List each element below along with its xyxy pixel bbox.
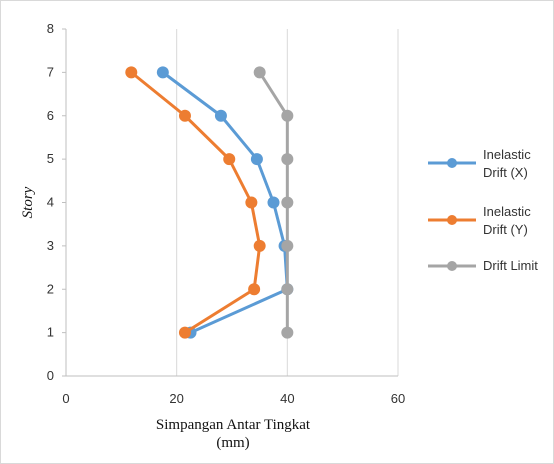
legend-label: Inelastic [483,147,531,162]
data-point [178,326,191,339]
data-point [281,153,294,166]
data-point [253,239,266,252]
data-point [214,109,227,122]
x-axis-title: Simpangan Antar Tingkat [156,417,311,433]
y-tick-label: 5 [47,151,54,166]
x-tick-label: 20 [169,391,183,406]
legend-item: Drift Limit [428,258,538,273]
y-tick-label: 2 [47,281,54,296]
y-tick-label: 7 [47,64,54,79]
y-tick-label: 0 [47,368,54,383]
data-point [281,239,294,252]
series-layer [125,66,294,339]
x-axis-title: (mm) [216,435,249,451]
data-point [281,196,294,209]
legend-swatch-marker [447,158,457,168]
data-point [248,283,261,296]
data-point [281,326,294,339]
labels: 0 1 2 3 4 5 6 7 8 0 20 40 60 Simpangan Antar Tingkat (… [20,21,405,451]
legend-swatch-marker [447,261,457,271]
y-tick-label: 3 [47,238,54,253]
y-tick-label: 6 [47,108,54,123]
legend: Inelastic Drift (X) Inelastic Drift (Y) Drif… [428,147,538,273]
data-point [223,153,236,166]
data-point [178,109,191,122]
y-tick-label: 4 [47,195,54,210]
x-tick-label: 60 [391,391,405,406]
data-point [267,196,280,209]
series-3 [253,66,294,339]
x-tick-label: 0 [62,391,69,406]
series-1 [156,66,294,339]
data-point [245,196,258,209]
series-line [130,71,262,334]
legend-label: Inelastic [483,204,531,219]
series-2 [125,66,266,339]
legend-label: Drift (X) [483,165,528,180]
legend-item: Inelastic Drift (X) [428,147,531,180]
legend-label: Drift (Y) [483,222,528,237]
y-tick-label: 8 [47,21,54,36]
data-point [125,66,138,79]
data-point [253,66,266,79]
legend-item: Inelastic Drift (Y) [428,204,531,237]
legend-label: Drift Limit [483,258,538,273]
data-point [281,283,294,296]
y-tick-label: 1 [47,325,54,340]
x-tick-label: 40 [280,391,294,406]
data-point [156,66,169,79]
legend-swatch-marker [447,215,457,225]
y-axis-title: Story [20,186,36,218]
axes [62,28,398,377]
data-point [250,153,263,166]
data-point [281,109,294,122]
